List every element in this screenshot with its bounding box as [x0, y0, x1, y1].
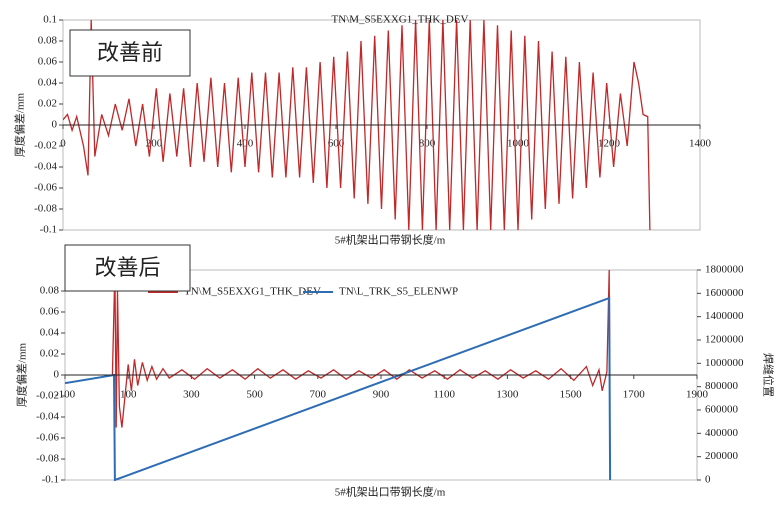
x-tick-label: -100 [55, 389, 76, 401]
y-tick-label: -0.04 [34, 161, 57, 173]
series-line [63, 19, 651, 231]
x-axis-label: 5#机架出口带钢长度/m [335, 485, 446, 499]
y-tick-label: -0.06 [36, 432, 59, 444]
annotation-box [69, 29, 191, 77]
y2-tick-label: 800000 [705, 380, 739, 392]
y-tick-label: 0.08 [38, 35, 58, 47]
series-line [65, 296, 612, 481]
y-tick-label: 0.04 [38, 77, 58, 89]
y-tick-label: -0.08 [36, 453, 59, 465]
x-tick-label: 700 [310, 389, 327, 401]
legend-label: TN\L_TRK_S5_ELENWP [339, 286, 458, 298]
annotation: 改善后 [94, 256, 160, 281]
y2-axis-label: 焊缝位置 [761, 353, 775, 397]
x-tick-label: 600 [328, 138, 345, 150]
y-tick-label: 0 [54, 369, 60, 381]
x-tick-label: 400 [237, 138, 254, 150]
y-tick-label: -0.1 [40, 224, 57, 236]
y2-tick-label: 1400000 [705, 310, 744, 322]
y-axis-label: 厚度偏差/mm [13, 92, 27, 157]
x-tick-label: 100 [120, 389, 137, 401]
y-tick-label: 0.02 [40, 348, 59, 360]
x-tick-label: 900 [373, 389, 390, 401]
y2-tick-label: 200000 [705, 450, 739, 462]
y2-tick-label: 400000 [705, 427, 739, 439]
x-tick-label: 1500 [560, 389, 583, 401]
x-tick-label: 1400 [689, 138, 712, 150]
y-axis-label: 厚度偏差/mm [15, 342, 29, 407]
y-tick-label: -0.1 [42, 474, 59, 486]
x-tick-label: 300 [183, 389, 200, 401]
x-tick-label: 1200 [598, 138, 621, 150]
x-tick-label: 1000 [507, 138, 530, 150]
y-tick-label: 0.08 [40, 285, 60, 297]
annotation-box [64, 244, 191, 292]
chart-title: TN\M_S5EXXG1_THK_DEV [332, 14, 469, 26]
y-tick-label: 0.1 [43, 14, 57, 26]
annotation: 改善前 [97, 41, 163, 66]
x-tick-label: 1100 [433, 389, 455, 401]
x-tick-label: 1300 [496, 389, 519, 401]
x-tick-label: 0 [60, 138, 66, 150]
y-tick-label: 0.06 [40, 306, 60, 318]
y-tick-label: 0.06 [38, 56, 58, 68]
y-tick-label: 0.02 [38, 98, 57, 110]
x-tick-label: 1900 [686, 389, 709, 401]
y2-tick-label: 1200000 [705, 334, 744, 346]
y-tick-label: 0 [52, 119, 58, 131]
y-tick-label: -0.04 [36, 411, 59, 423]
y2-tick-label: 1800000 [705, 264, 744, 276]
y-tick-label: -0.06 [34, 182, 57, 194]
y2-tick-label: 600000 [705, 404, 739, 416]
y-tick-label: -0.02 [34, 140, 57, 152]
y2-tick-label: 1000000 [705, 357, 744, 369]
y2-tick-label: 0 [705, 474, 711, 486]
x-axis-label: 5#机架出口带钢长度/m [335, 233, 446, 247]
x-tick-label: 1700 [623, 389, 646, 401]
y2-tick-label: 1600000 [705, 287, 744, 299]
legend-label: TN\M_S5EXXG1_THK_DEV [184, 286, 321, 298]
y-tick-label: 0.04 [40, 327, 60, 339]
series-line [111, 269, 611, 481]
x-tick-label: 800 [419, 138, 436, 150]
y-tick-label: -0.08 [34, 203, 57, 215]
x-tick-label: 500 [246, 389, 263, 401]
y-tick-label: -0.02 [36, 390, 59, 402]
